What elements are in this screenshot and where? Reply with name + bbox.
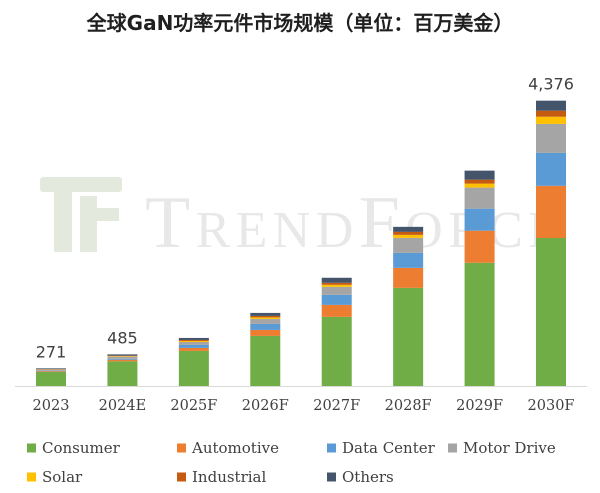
bar-segment-others-2029f xyxy=(464,170,495,180)
bar-segment-consumer-2030f xyxy=(536,238,567,386)
bar-segment-automotive-2024e xyxy=(107,359,138,362)
total-value-labels: 271 485 4,376 xyxy=(36,75,574,362)
x-tick-label-2028f: 2028F xyxy=(385,398,432,414)
legend-label-others: Others xyxy=(342,468,394,486)
bar-segment-data-center-2023 xyxy=(36,370,66,372)
legend-item-motor-drive: Motor Drive xyxy=(448,439,556,457)
trendforce-wordmark: TrendForce xyxy=(145,182,560,264)
x-tick-label-2023: 2023 xyxy=(33,398,70,414)
bar-segment-motor-drive-2025f xyxy=(178,341,209,345)
total-label-2023: 271 xyxy=(36,342,67,361)
bar-segment-motor-drive-2030f xyxy=(536,123,567,153)
bar-segment-consumer-2023 xyxy=(36,371,66,386)
bar-segment-data-center-2028f xyxy=(393,252,424,268)
x-tick-label-2024e: 2024E xyxy=(99,398,147,414)
legend-marker-solar xyxy=(27,472,36,482)
legend-marker-automotive xyxy=(177,443,186,453)
bar-segment-others-2025f xyxy=(178,337,209,340)
trendforce-logo-icon xyxy=(40,177,122,252)
bar-segment-consumer-2029f xyxy=(464,262,495,386)
bar-segment-data-center-2029f xyxy=(464,208,495,231)
bar-segment-solar-2028f xyxy=(393,234,424,238)
x-tick-label-2025f: 2025F xyxy=(170,398,217,414)
x-tick-label-2026f: 2026F xyxy=(242,398,289,414)
bar-segment-motor-drive-2028f xyxy=(393,237,424,253)
bar-segment-motor-drive-2026f xyxy=(250,318,281,324)
bars-group xyxy=(36,100,567,386)
bar-segment-consumer-2026f xyxy=(250,335,281,386)
bar-segment-solar-2025f xyxy=(178,340,209,342)
total-label-2030f: 4,376 xyxy=(528,75,574,94)
bar-segment-automotive-2023 xyxy=(36,371,66,372)
legend-marker-motor-drive xyxy=(448,443,457,453)
bar-segment-solar-2030f xyxy=(536,116,567,124)
bar-segment-motor-drive-2027f xyxy=(321,286,352,295)
total-label-2024e: 485 xyxy=(107,328,138,347)
legend-label-industrial: Industrial xyxy=(192,468,266,486)
bar-segment-consumer-2024e xyxy=(107,361,138,386)
bar-segment-industrial-2026f xyxy=(250,315,281,318)
legend-marker-others xyxy=(327,472,336,482)
legend-item-automotive: Automotive xyxy=(177,439,279,457)
bar-segment-others-2024e xyxy=(107,354,138,356)
legend-label-consumer: Consumer xyxy=(42,439,121,457)
bar-segment-industrial-2029f xyxy=(464,179,495,184)
bar-segment-industrial-2025f xyxy=(178,339,209,341)
bar-segment-motor-drive-2029f xyxy=(464,187,495,209)
bar-segment-solar-2027f xyxy=(321,284,352,287)
bar-segment-data-center-2024e xyxy=(107,358,138,360)
bar-segment-industrial-2028f xyxy=(393,231,424,235)
legend-item-data-center: Data Center xyxy=(327,439,436,457)
bar-segment-consumer-2025f xyxy=(178,350,209,386)
bar-segment-industrial-2027f xyxy=(321,282,352,285)
legend-label-motor-drive: Motor Drive xyxy=(463,439,556,457)
bar-segment-industrial-2024e xyxy=(107,355,138,357)
legend-label-data-center: Data Center xyxy=(342,439,436,457)
bar-segment-data-center-2027f xyxy=(321,294,352,305)
x-axis-tick-labels: 2023 2024E 2025F 2026F 2027F 2028F 2029F 2030F xyxy=(33,398,575,414)
x-tick-label-2029f: 2029F xyxy=(456,398,503,414)
bar-segment-automotive-2027f xyxy=(321,304,352,317)
bar-segment-automotive-2029f xyxy=(464,230,495,263)
bar-segment-data-center-2026f xyxy=(250,323,281,330)
legend-marker-data-center xyxy=(327,443,336,453)
legend-label-automotive: Automotive xyxy=(191,439,279,457)
bar-segment-others-2023 xyxy=(36,368,66,369)
bar-segment-data-center-2025f xyxy=(178,344,209,348)
legend-item-others: Others xyxy=(327,468,394,486)
x-tick-label-2027f: 2027F xyxy=(313,398,360,414)
bar-segment-automotive-2028f xyxy=(393,267,424,288)
bar-segment-others-2030f xyxy=(536,100,567,111)
x-tick-label-2030f: 2030F xyxy=(528,398,575,414)
bar-segment-automotive-2025f xyxy=(178,347,209,351)
bar-segment-automotive-2026f xyxy=(250,329,281,336)
legend-marker-industrial xyxy=(177,472,186,482)
bar-segment-automotive-2030f xyxy=(536,185,567,238)
bar-segment-solar-2026f xyxy=(250,317,281,319)
bar-segment-consumer-2027f xyxy=(321,316,352,386)
legend-item-industrial: Industrial xyxy=(177,468,266,486)
bar-segment-solar-2024e xyxy=(107,356,138,357)
bar-segment-data-center-2030f xyxy=(536,152,567,186)
legend-label-solar: Solar xyxy=(42,468,83,486)
bar-segment-consumer-2028f xyxy=(393,287,424,386)
chart-title: 全球GaN功率元件市场规模（单位：百万美金） xyxy=(86,11,514,35)
bar-segment-solar-2029f xyxy=(464,183,495,188)
legend-marker-consumer xyxy=(27,443,36,453)
bar-segment-motor-drive-2024e xyxy=(107,356,138,359)
legend: Consumer Automotive Data Center Motor Drive… xyxy=(27,439,556,486)
bar-segment-industrial-2030f xyxy=(536,110,567,117)
bar-segment-others-2026f xyxy=(250,312,281,316)
legend-item-consumer: Consumer xyxy=(27,439,121,457)
bar-segment-others-2028f xyxy=(393,226,424,232)
bar-segment-motor-drive-2023 xyxy=(36,369,66,371)
legend-item-solar: Solar xyxy=(27,468,83,486)
bar-segment-others-2027f xyxy=(321,277,352,283)
